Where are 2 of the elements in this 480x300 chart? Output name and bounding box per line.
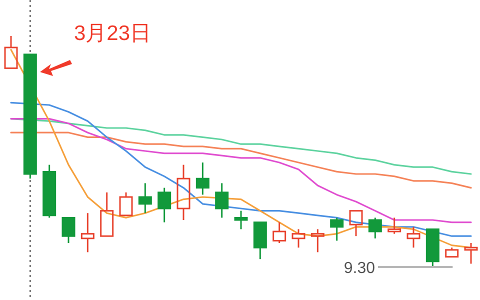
annotation: 3月23日	[74, 22, 152, 45]
annotation: 9.30	[344, 260, 376, 277]
